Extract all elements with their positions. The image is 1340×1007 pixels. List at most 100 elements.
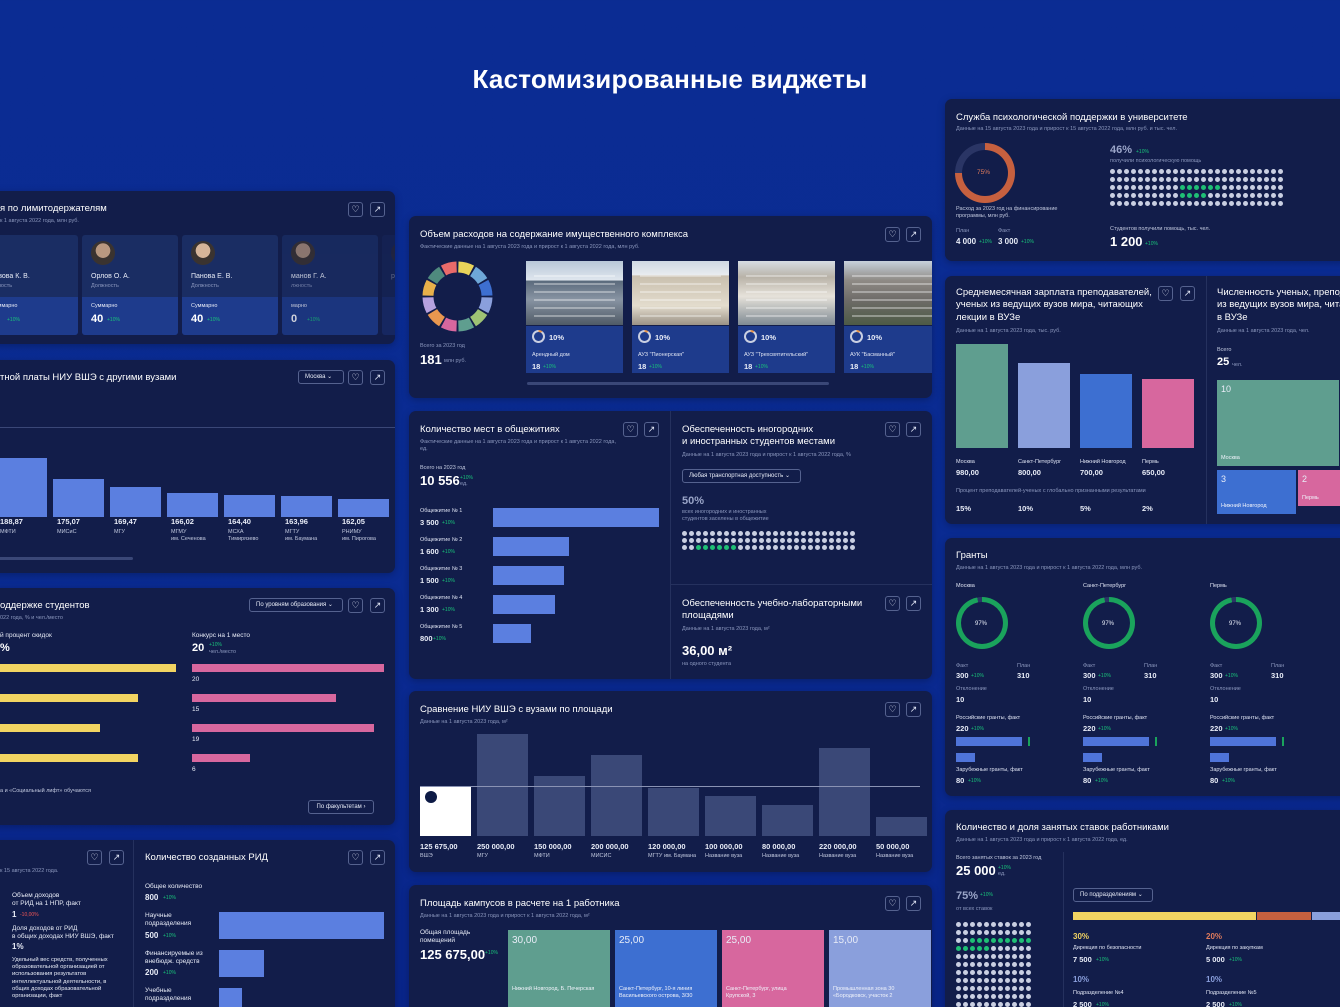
dorm-bar[interactable] — [493, 624, 531, 643]
donut-segment[interactable] — [422, 297, 437, 314]
salary-bar[interactable] — [53, 478, 104, 517]
share-icon[interactable]: ↗ — [109, 850, 124, 865]
donut-segment[interactable] — [470, 309, 488, 327]
area-bar[interactable] — [876, 816, 927, 836]
campus-tile[interactable]: 25,00 Санкт-Петербург, 10-я линия Василье… — [615, 930, 717, 1007]
avg-salary-bar[interactable] — [1142, 379, 1194, 448]
heart-icon[interactable]: ♡ — [623, 422, 638, 437]
grant-fx-bar[interactable] — [956, 753, 976, 762]
horizontal-scrollbar[interactable] — [0, 557, 133, 560]
heart-icon[interactable]: ♡ — [348, 202, 363, 217]
salary-bar[interactable] — [167, 492, 218, 517]
heart-icon[interactable]: ♡ — [885, 422, 900, 437]
competition-bar[interactable] — [192, 694, 336, 702]
hse-bar[interactable] — [420, 786, 471, 836]
share-icon[interactable]: ↗ — [906, 896, 921, 911]
city-select[interactable]: Москва ⌄ — [298, 370, 344, 384]
building-photo[interactable] — [526, 261, 623, 325]
donut-segment[interactable] — [427, 266, 445, 284]
dorm-bar[interactable] — [493, 537, 569, 556]
competition-bar[interactable] — [192, 754, 250, 762]
discount-bar[interactable] — [0, 664, 176, 672]
transport-select[interactable]: Любая транспортная доступность ⌄ — [682, 469, 801, 483]
donut-segment[interactable] — [478, 297, 493, 314]
horizontal-scrollbar[interactable] — [527, 382, 829, 385]
avg-salary-bar[interactable] — [1018, 363, 1070, 448]
scientists-tile[interactable]: 2 Пермь — [1298, 470, 1340, 506]
share-icon[interactable]: ↗ — [906, 227, 921, 242]
salary-bar[interactable] — [110, 487, 161, 517]
share-icon[interactable]: ↗ — [370, 202, 385, 217]
heart-icon[interactable]: ♡ — [348, 850, 363, 865]
rid-bar[interactable] — [219, 988, 242, 1007]
heart-icon[interactable]: ♡ — [885, 702, 900, 717]
dorm-bar[interactable] — [493, 566, 565, 585]
donut-segment[interactable] — [478, 279, 493, 296]
campus-tile[interactable]: 30,00 Нижний Новгород, Б. Печерская — [508, 930, 610, 1007]
grant-fx-bar[interactable] — [1083, 753, 1103, 762]
competition-bar[interactable] — [192, 724, 375, 732]
heart-icon[interactable]: ♡ — [885, 227, 900, 242]
discount-bar[interactable] — [0, 754, 138, 762]
education-level-select[interactable]: По уровням образования ⌄ — [249, 598, 343, 612]
area-bar[interactable] — [534, 776, 585, 836]
limit-person-card[interactable]: Панова Е. В. Должность Суммарно 40 +10% — [182, 235, 278, 335]
competition-bar[interactable] — [192, 664, 384, 672]
area-bar[interactable] — [762, 804, 813, 836]
area-bar[interactable] — [705, 795, 756, 836]
rid-bar[interactable] — [219, 950, 264, 977]
area-bar[interactable] — [591, 755, 642, 836]
dorm-bar[interactable] — [493, 595, 555, 614]
salary-bar[interactable] — [0, 457, 47, 517]
area-bar[interactable] — [648, 788, 699, 836]
heart-icon[interactable]: ♡ — [1158, 286, 1173, 301]
grant-ru-bar[interactable] — [1083, 737, 1149, 746]
avg-salary-bar[interactable] — [956, 344, 1008, 448]
limit-person-card[interactable]: манов Г. А. лжность марно 0 +10% — [282, 235, 378, 335]
limit-person-card[interactable]: розова К. В.лжностьСуммарно0+10% — [0, 235, 78, 335]
campus-tile[interactable]: 25,00 Санкт-Петербург, улица Крупской, 3 — [722, 930, 824, 1007]
salary-bar[interactable] — [224, 495, 275, 517]
heart-icon[interactable]: ♡ — [87, 850, 102, 865]
campus-tile[interactable]: 15,00 Промышленная зона 30 «Бородковск, у… — [829, 930, 931, 1007]
department-select[interactable]: По подразделениям ⌄ — [1073, 888, 1153, 902]
grant-fx-bar[interactable] — [1210, 753, 1230, 762]
grant-ru-bar[interactable] — [1210, 737, 1276, 746]
scientists-tile[interactable]: 10 Москва — [1217, 380, 1339, 466]
limit-person-card[interactable]: рнова В. Д — [382, 235, 395, 335]
donut-segment[interactable] — [440, 261, 457, 276]
limit-person-card[interactable]: Орлов О. А. Должность Суммарно 40 +10% — [82, 235, 178, 335]
dorm-bar[interactable] — [493, 508, 659, 527]
share-icon[interactable]: ↗ — [906, 702, 921, 717]
share-icon[interactable]: ↗ — [906, 422, 921, 437]
building-photo[interactable] — [632, 261, 729, 325]
donut-segment[interactable] — [458, 261, 475, 276]
discount-bar[interactable] — [0, 724, 100, 732]
scientists-tile[interactable]: 3 Нижний Новгород — [1217, 470, 1296, 514]
donut-segment[interactable] — [458, 317, 475, 332]
heart-icon[interactable]: ♡ — [348, 370, 363, 385]
share-icon[interactable]: ↗ — [370, 850, 385, 865]
by-faculty-button[interactable]: По факультетам › — [308, 800, 374, 814]
discount-bar[interactable] — [0, 694, 138, 702]
donut-segment[interactable] — [422, 279, 437, 296]
donut-segment[interactable] — [427, 309, 445, 327]
building-photo[interactable] — [844, 261, 932, 325]
share-icon[interactable]: ↗ — [370, 598, 385, 613]
heart-icon[interactable]: ♡ — [885, 896, 900, 911]
area-bar[interactable] — [477, 734, 528, 836]
grant-ru-bar[interactable] — [956, 737, 1022, 746]
salary-bar[interactable] — [338, 498, 389, 517]
share-icon[interactable]: ↗ — [644, 422, 659, 437]
salary-bar[interactable] — [281, 495, 332, 517]
area-bar[interactable] — [819, 747, 870, 836]
building-photo[interactable] — [738, 261, 835, 325]
share-icon[interactable]: ↗ — [370, 370, 385, 385]
share-icon[interactable]: ↗ — [906, 596, 921, 611]
heart-icon[interactable]: ♡ — [885, 596, 900, 611]
donut-segment[interactable] — [470, 266, 488, 284]
donut-segment[interactable] — [440, 317, 457, 332]
avg-salary-bar[interactable] — [1080, 373, 1132, 448]
rid-bar[interactable] — [219, 912, 384, 939]
heart-icon[interactable]: ♡ — [348, 598, 363, 613]
